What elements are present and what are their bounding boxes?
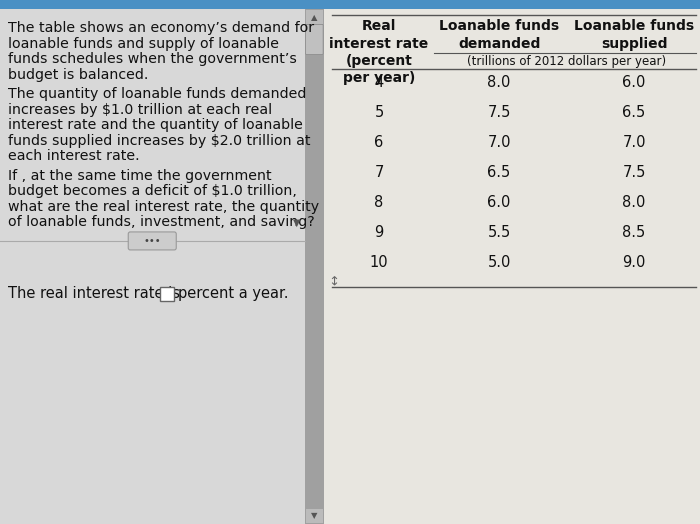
Text: 6.0: 6.0 <box>487 195 511 211</box>
Bar <box>0 0 324 524</box>
Text: increases by $1.0 trillion at each real: increases by $1.0 trillion at each real <box>8 103 272 117</box>
Text: ↔: ↔ <box>330 275 342 285</box>
Text: 7.5: 7.5 <box>622 166 646 180</box>
Bar <box>305 509 323 523</box>
Text: 8.0: 8.0 <box>487 75 511 91</box>
Text: The quantity of loanable funds demanded: The quantity of loanable funds demanded <box>8 88 307 102</box>
Text: Real
interest rate
(percent
per year): Real interest rate (percent per year) <box>330 19 428 85</box>
Text: 6.5: 6.5 <box>622 105 645 121</box>
Bar <box>304 9 324 524</box>
Text: •••: ••• <box>144 236 161 246</box>
Text: Loanable funds
supplied: Loanable funds supplied <box>574 19 694 51</box>
Text: 10: 10 <box>370 255 389 270</box>
FancyBboxPatch shape <box>305 25 323 54</box>
Text: (trillions of 2012 dollars per year): (trillions of 2012 dollars per year) <box>467 56 666 69</box>
Text: percent a year.: percent a year. <box>178 286 288 301</box>
Text: 9: 9 <box>374 225 384 241</box>
Text: 8.0: 8.0 <box>622 195 646 211</box>
Text: funds supplied increases by $2.0 trillion at: funds supplied increases by $2.0 trillio… <box>8 134 311 148</box>
Text: ▼: ▼ <box>311 511 318 520</box>
Text: what are the real interest rate, the quantity: what are the real interest rate, the qua… <box>8 200 319 214</box>
Text: 7.0: 7.0 <box>622 135 646 150</box>
Text: 5: 5 <box>374 105 384 121</box>
Text: budget becomes a deficit of $1.0 trillion,: budget becomes a deficit of $1.0 trillio… <box>8 184 297 199</box>
Text: 6.0: 6.0 <box>622 75 646 91</box>
Bar <box>160 287 174 301</box>
Text: 9.0: 9.0 <box>622 255 646 270</box>
Text: 4: 4 <box>374 75 384 91</box>
Text: of loanable funds, investment, and saving?: of loanable funds, investment, and savin… <box>8 215 315 230</box>
Text: 5.0: 5.0 <box>487 255 511 270</box>
Text: The table shows an economy’s demand for: The table shows an economy’s demand for <box>8 21 314 36</box>
Text: Loanable funds
demanded: Loanable funds demanded <box>439 19 559 51</box>
FancyBboxPatch shape <box>128 232 176 250</box>
Text: 6: 6 <box>374 135 384 150</box>
Bar <box>305 10 323 25</box>
Text: interest rate and the quantity of loanable: interest rate and the quantity of loanab… <box>8 118 303 133</box>
Text: ▼: ▼ <box>293 218 300 228</box>
Text: ▲: ▲ <box>311 13 318 22</box>
Bar <box>0 0 700 9</box>
Text: 7.0: 7.0 <box>487 135 511 150</box>
Text: 7: 7 <box>374 166 384 180</box>
Text: 6.5: 6.5 <box>487 166 511 180</box>
Text: 8.5: 8.5 <box>622 225 645 241</box>
Text: budget is balanced.: budget is balanced. <box>8 68 148 82</box>
Text: loanable funds and supply of loanable: loanable funds and supply of loanable <box>8 37 279 51</box>
Text: each interest rate.: each interest rate. <box>8 149 139 163</box>
Text: funds schedules when the government’s: funds schedules when the government’s <box>8 52 297 67</box>
Text: 5.5: 5.5 <box>487 225 511 241</box>
Text: The real interest rate is: The real interest rate is <box>8 286 185 301</box>
Bar <box>324 0 700 524</box>
Text: 8: 8 <box>374 195 384 211</box>
Text: If , at the same time the government: If , at the same time the government <box>8 169 272 183</box>
Text: 7.5: 7.5 <box>487 105 511 121</box>
